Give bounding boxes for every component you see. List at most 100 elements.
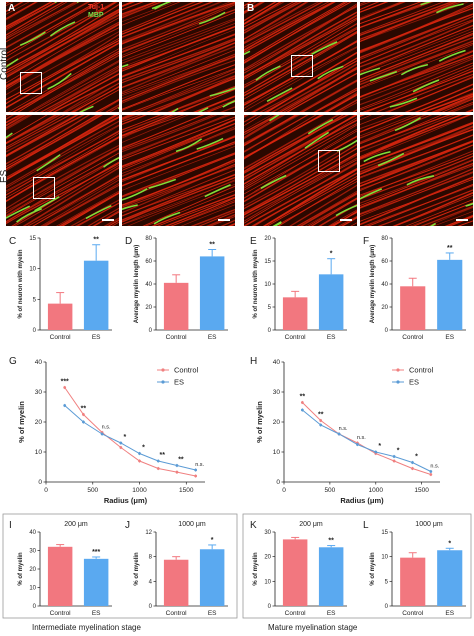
y-tick-label: 20 — [145, 305, 152, 311]
bar-es — [318, 274, 344, 330]
y-axis-label: % of myelin — [370, 552, 376, 586]
y-tick-label: 0 — [268, 328, 272, 334]
bar-es — [83, 260, 109, 330]
data-point-control — [82, 413, 85, 416]
y-tick-label: 0 — [33, 328, 37, 334]
x-tick-label: Control — [402, 334, 424, 341]
y-tick-label: 80 — [145, 236, 152, 242]
significance-label: * — [448, 540, 451, 547]
x-tick-label: ES — [208, 334, 217, 341]
scale-bar — [218, 219, 230, 221]
micrograph-A-es-zoom — [122, 115, 235, 226]
y-tick-label: 5 — [268, 305, 272, 311]
x-tick-label: ES — [445, 610, 454, 617]
y-tick-label: 15 — [264, 259, 271, 265]
significance-label: ** — [178, 457, 184, 464]
bar-control — [163, 559, 189, 606]
stage-label-intermediate: Intermediate myelination stage — [32, 623, 141, 632]
y-tick-label: 10 — [264, 579, 271, 585]
panel-label: J — [125, 520, 130, 531]
bar-control — [163, 282, 189, 330]
significance-label: ** — [328, 538, 334, 545]
data-point-control — [319, 419, 323, 422]
data-point-es — [82, 420, 85, 424]
bar-control — [47, 303, 73, 330]
significance-label: ** — [93, 237, 99, 244]
data-point-control — [175, 470, 179, 474]
legend-marker — [161, 368, 165, 372]
data-point-control — [411, 467, 414, 470]
series-line-es — [302, 409, 432, 472]
micrograph-texture — [122, 2, 235, 112]
significance-label: * — [397, 448, 400, 455]
data-point-es — [63, 404, 67, 407]
significance-label: *** — [92, 549, 100, 556]
y-tick-label: 20 — [381, 305, 388, 311]
data-point-es — [429, 470, 433, 473]
y-tick-label: 30 — [35, 389, 43, 396]
significance-label: n.s. — [357, 435, 366, 441]
micrograph-B-es-overview — [244, 115, 357, 226]
stain-label-mbp: MBP — [88, 12, 104, 19]
bar-control — [47, 546, 73, 606]
x-tick-label: 500 — [87, 487, 98, 494]
y-tick-label: 12 — [145, 530, 152, 536]
data-point-es — [138, 452, 141, 455]
y-tick-label: 15 — [29, 236, 36, 242]
significance-label: n.s. — [339, 426, 348, 432]
x-tick-label: ES — [208, 610, 217, 617]
data-point-es — [411, 461, 414, 464]
data-point-control — [156, 467, 160, 470]
data-point-control — [300, 401, 304, 404]
x-tick-label: Control — [166, 334, 188, 341]
stain-label-tuj1: Tuj-1 — [88, 4, 105, 11]
chart-title: 1000 μm — [178, 521, 206, 528]
y-tick-label: 10 — [381, 555, 388, 561]
panel-label: L — [363, 520, 369, 531]
x-tick-label: Control — [285, 334, 307, 341]
y-axis-label: % of myelin — [134, 552, 140, 586]
significance-label: ** — [447, 245, 453, 252]
x-tick-label: 1500 — [414, 487, 429, 494]
y-tick-label: 5 — [33, 297, 37, 303]
y-tick-label: 20 — [264, 555, 271, 561]
y-tick-label: 0 — [149, 604, 153, 610]
micrograph-B-control-zoom — [360, 2, 473, 112]
x-tick-label: Control — [50, 610, 72, 617]
data-point-es — [374, 450, 378, 454]
data-point-es — [319, 423, 323, 427]
micrograph-texture — [360, 115, 473, 226]
bar-control — [282, 297, 308, 330]
data-point-es — [194, 468, 198, 472]
data-point-es — [100, 432, 104, 436]
panel-label-B: B — [247, 3, 255, 14]
micrograph-texture — [360, 2, 473, 112]
x-tick-label: 0 — [282, 487, 286, 494]
legend-label: ES — [174, 378, 184, 387]
bar-es — [199, 549, 225, 606]
y-tick-label: 0 — [268, 604, 272, 610]
zoom-region-box — [291, 55, 313, 77]
data-point-es — [119, 441, 123, 445]
significance-label: ** — [160, 452, 166, 459]
significance-label: ** — [318, 412, 324, 419]
panel-label: F — [363, 236, 369, 247]
bar-es — [318, 547, 344, 606]
data-point-control — [429, 473, 433, 476]
micrograph-A-es-overview — [6, 115, 119, 226]
panel-label: G — [9, 356, 17, 367]
significance-label: n.s. — [195, 462, 204, 468]
y-axis-label: % of myelin — [18, 552, 24, 586]
data-point-es — [356, 443, 359, 446]
y-tick-label: 0 — [149, 328, 153, 334]
data-point-control — [119, 446, 123, 449]
y-tick-label: 40 — [381, 282, 388, 288]
panel-label: D — [125, 236, 132, 247]
y-tick-label: 0 — [385, 604, 389, 610]
y-tick-label: 60 — [381, 259, 388, 265]
y-tick-label: 20 — [29, 567, 36, 573]
micrograph-B-es-zoom — [360, 115, 473, 226]
significance-label: ** — [300, 394, 306, 401]
significance-label: * — [415, 454, 418, 461]
y-tick-label: 10 — [273, 449, 281, 456]
